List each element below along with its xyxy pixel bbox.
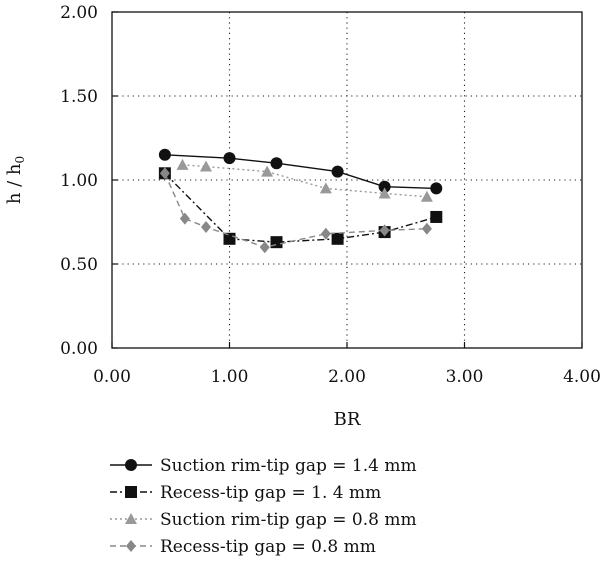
y-axis-title-subscript: 0: [13, 156, 27, 164]
legend-item: Suction rim-tip gap = 1.4 mm: [110, 456, 417, 476]
legend: Suction rim-tip gap = 1.4 mm Recess-tip g…: [110, 456, 417, 557]
series-4: [159, 167, 432, 254]
y-tick-label: 0.50: [60, 255, 98, 275]
data-point: [259, 241, 270, 254]
legend-item: Recess-tip gap = 0.8 mm: [110, 537, 376, 557]
x-tick-label: 0.00: [93, 367, 131, 387]
x-tick-label: 1.00: [211, 367, 249, 387]
series-line: [182, 164, 427, 198]
x-tick-label: 3.00: [446, 367, 484, 387]
y-tick-label: 1.50: [60, 87, 98, 107]
y-tick-label: 1.00: [60, 171, 98, 191]
axis-ticks: 0.00 1.00 2.00 3.00 4.00 0.00 0.50 1.00 1.50 2.00: [60, 3, 600, 387]
data-point: [176, 158, 189, 170]
data-point: [378, 187, 391, 199]
data-point: [421, 222, 432, 235]
series-3: [176, 158, 433, 202]
grid-lines: [112, 12, 582, 348]
legend-label: Recess-tip gap = 1. 4 mm: [160, 483, 381, 503]
legend-item: Suction rim-tip gap = 0.8 mm: [110, 510, 417, 530]
series-1: [158, 148, 443, 195]
data-point: [179, 212, 190, 225]
data-point: [420, 190, 433, 202]
x-tick-label: 2.00: [328, 367, 366, 387]
data-point: [430, 210, 443, 223]
data-point: [331, 232, 344, 245]
series-layer: [158, 148, 443, 254]
data-point: [378, 180, 391, 193]
legend-marker: [125, 459, 137, 471]
x-tick-label: 4.00: [563, 367, 600, 387]
data-point: [331, 165, 344, 178]
data-point: [158, 148, 171, 161]
series-2: [158, 167, 443, 249]
data-point: [430, 182, 443, 195]
y-axis-title: h / h0: [4, 156, 27, 204]
data-point: [200, 160, 212, 172]
data-point: [270, 157, 283, 170]
y-tick-label: 0.00: [60, 339, 98, 359]
data-point: [201, 221, 211, 234]
data-point: [379, 224, 390, 237]
data-point: [159, 167, 170, 180]
legend-label: Suction rim-tip gap = 0.8 mm: [160, 510, 417, 530]
data-point: [320, 227, 331, 240]
y-axis-title-main: h / h: [4, 163, 25, 204]
data-point: [319, 182, 332, 194]
legend-label: Suction rim-tip gap = 1.4 mm: [160, 456, 417, 476]
legend-marker: [125, 486, 137, 498]
x-axis-title: BR: [334, 409, 361, 430]
legend-label: Recess-tip gap = 0.8 mm: [160, 537, 376, 557]
legend-item: Recess-tip gap = 1. 4 mm: [110, 483, 381, 503]
data-point: [223, 232, 236, 245]
legend-marker: [125, 513, 137, 524]
series-line: [164, 154, 437, 190]
data-point: [261, 165, 274, 177]
data-point: [223, 152, 236, 165]
data-point: [270, 236, 283, 249]
y-tick-label: 2.00: [60, 3, 98, 23]
legend-marker: [126, 540, 136, 552]
